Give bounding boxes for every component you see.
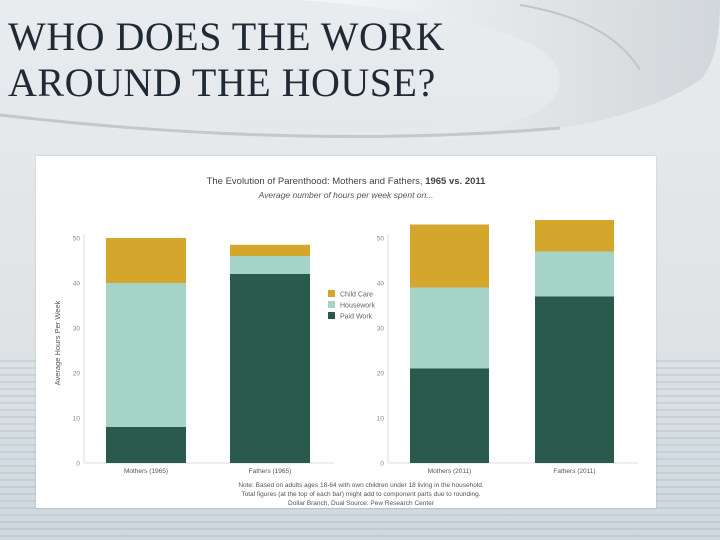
bar-segment-paid-work [535, 296, 614, 463]
legend-label: Paid Work [340, 314, 373, 321]
legend-label: Housework [340, 303, 376, 310]
y-tick-label: 0 [76, 461, 80, 468]
bar-segment-housework [106, 283, 186, 427]
legend-swatch [328, 290, 335, 297]
decorative-swoosh [0, 0, 720, 150]
y-tick-label: 20 [377, 371, 385, 378]
bar-segment-child-care [106, 238, 186, 283]
y-tick-label: 40 [73, 281, 81, 288]
bar-segment-child-care [410, 224, 489, 288]
y-tick-label: 0 [380, 461, 384, 468]
note-line-3: Dollar Branch, Dual Source: Pew Research… [288, 500, 435, 507]
legend-item: Child Care [328, 290, 373, 299]
legend-item: Paid Work [328, 312, 373, 321]
bar-segment-housework [410, 287, 489, 369]
y-tick-label: 10 [377, 416, 385, 423]
chart-frame: The Evolution of Parenthood: Mothers and… [36, 156, 656, 508]
x-tick-label: Mothers (1965) [124, 468, 168, 475]
note-line-1: Note: Based on adults ages 18-64 with ow… [238, 482, 484, 489]
legend-item: Housework [328, 301, 376, 310]
y-tick-label: 10 [73, 416, 81, 423]
bar-segment-child-care [230, 244, 310, 256]
legend-label: Child Care [340, 292, 373, 299]
y-tick-label: 20 [73, 371, 81, 378]
chart-panel-1: 0 10 20 30 40 50 Mothers (1965) Fathers (1965) [73, 234, 334, 475]
bar-segment-housework [230, 256, 310, 274]
bar-segment-child-care [535, 220, 614, 252]
chart-title: The Evolution of Parenthood: Mothers and… [207, 176, 487, 187]
y-tick-label: 40 [377, 281, 385, 288]
slide-title-line-1: WHO DOES THE WORK [8, 14, 445, 59]
y-axis-label: Average Hours Per Week [53, 300, 62, 385]
slide-title-line-2: AROUND THE HOUSE? [8, 60, 436, 105]
legend-swatch [328, 301, 335, 308]
chart-panel-2: 0 10 20 30 40 50 Mothers (2011) Fathers (2011) [377, 220, 638, 475]
bar-segment-paid-work [410, 368, 489, 463]
note-line-2: Total figures (at the top of each bar) m… [241, 491, 480, 498]
y-tick-label: 30 [73, 326, 81, 333]
bar-segment-paid-work [106, 427, 186, 463]
legend-swatch [328, 312, 335, 319]
y-tick-label: 30 [377, 326, 385, 333]
y-tick-label: 50 [377, 236, 385, 243]
bar-segment-paid-work [230, 274, 310, 463]
slide-title: WHO DOES THE WORK AROUND THE HOUSE? [8, 14, 528, 106]
x-tick-label: Mothers (2011) [428, 468, 472, 475]
x-tick-label: Fathers (2011) [553, 468, 595, 475]
x-tick-label: Fathers (1965) [249, 468, 292, 475]
stacked-bar-chart: The Evolution of Parenthood: Mothers and… [53, 176, 638, 507]
y-tick-label: 50 [73, 236, 81, 243]
bar-segment-housework [535, 251, 614, 297]
chart-subtitle: Average number of hours per week spent o… [258, 190, 434, 200]
